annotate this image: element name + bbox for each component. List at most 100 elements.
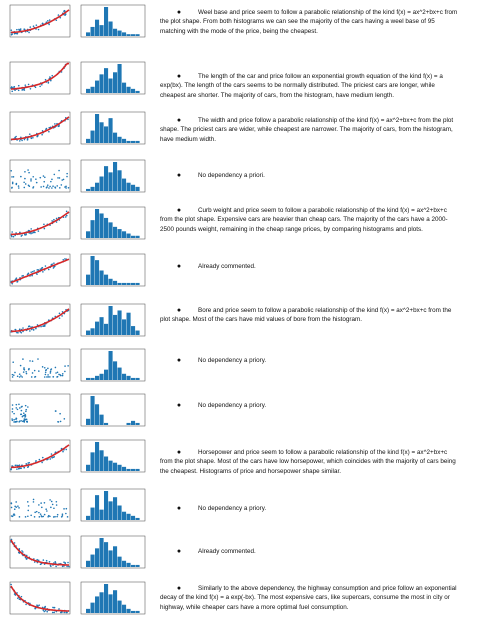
histogram-bar xyxy=(104,68,109,93)
scatter-point xyxy=(61,179,64,181)
scatter-point xyxy=(42,175,45,177)
scatter-point xyxy=(11,33,14,35)
scatter-point xyxy=(41,84,43,86)
fit-curve xyxy=(10,258,70,284)
scatter-point xyxy=(41,267,43,269)
scatter-point xyxy=(14,464,17,467)
scatter-point xyxy=(35,181,38,184)
scatter-point xyxy=(17,185,20,187)
citympg-histogram xyxy=(80,535,146,569)
fit-curve xyxy=(10,211,70,236)
scatter-point xyxy=(30,376,33,378)
histogram-bar xyxy=(108,172,113,191)
commentary-paragraph: ● Bore and price seem to follow a parabol… xyxy=(160,306,460,325)
scatter-point xyxy=(21,420,24,423)
plot-pair xyxy=(0,534,150,576)
scatter-point xyxy=(25,557,28,560)
scatter-point xyxy=(40,502,42,504)
scatter-point xyxy=(51,187,53,189)
scatter-point xyxy=(17,89,20,92)
scatter-point xyxy=(24,516,27,518)
histogram-bar xyxy=(108,278,113,285)
scatter-point xyxy=(60,374,62,377)
plot-pair xyxy=(0,580,150,622)
scatter-point xyxy=(50,506,52,509)
scatter-point xyxy=(31,232,34,234)
scatter-point xyxy=(17,505,19,507)
scatter-point xyxy=(62,258,65,261)
scatter-point xyxy=(40,186,42,188)
scatter-point xyxy=(23,367,25,369)
scatter-point xyxy=(63,611,66,614)
scatter-point xyxy=(58,312,61,315)
scatter-point xyxy=(32,175,35,178)
scatter-point xyxy=(10,29,13,32)
histogram-bar xyxy=(104,126,109,143)
scatter-point xyxy=(11,465,13,467)
scatter-point xyxy=(33,561,36,563)
histogram-bar xyxy=(108,222,113,238)
scatter-point xyxy=(37,230,40,232)
scatter-point xyxy=(41,456,44,459)
scatter-point xyxy=(23,28,26,31)
histogram-bar xyxy=(99,176,104,191)
histogram-bar xyxy=(90,256,95,285)
scatter-point xyxy=(43,501,46,504)
histogram-bar xyxy=(131,140,136,143)
histogram-bar xyxy=(95,19,100,36)
scatter-point xyxy=(38,516,41,518)
scatter-point xyxy=(10,502,13,504)
scatter-point xyxy=(54,186,56,189)
fit-curve xyxy=(10,539,69,566)
scatter-point xyxy=(27,169,29,171)
scatter-point xyxy=(35,460,37,462)
histogram-bar xyxy=(135,422,140,425)
histogram-bar xyxy=(99,74,104,93)
histogram-bar xyxy=(99,592,104,613)
scatter-point xyxy=(61,315,63,317)
histogram-bar xyxy=(104,542,109,567)
scatter-point xyxy=(43,606,46,609)
histogram-bar xyxy=(113,497,118,520)
scatter-point xyxy=(54,515,56,518)
scatter-point xyxy=(57,14,60,16)
histogram-bar xyxy=(86,88,91,93)
scatter-point xyxy=(10,506,13,509)
histogram-bar xyxy=(108,460,113,471)
scatter-point xyxy=(30,178,32,180)
histogram-bar xyxy=(86,377,91,380)
commentary-paragraph: ● Already commented. xyxy=(160,262,460,271)
scatter-point xyxy=(41,366,44,368)
scatter-point xyxy=(20,331,23,334)
scatter-point xyxy=(55,372,57,374)
scatter-point xyxy=(27,509,30,512)
scatter-point xyxy=(32,25,35,28)
scatter-point xyxy=(28,133,31,135)
commentary-text: Horsepower and price seem to follow a pa… xyxy=(160,449,456,475)
scatter-point xyxy=(34,511,36,514)
scatter-point xyxy=(41,133,43,136)
scatter-point xyxy=(42,609,45,611)
scatter-point xyxy=(15,403,18,406)
scatter-point xyxy=(35,24,38,26)
commentary-text: Similarly to the above dependency, the h… xyxy=(160,585,457,611)
scatter-point xyxy=(63,418,66,420)
scatter-point xyxy=(41,130,44,132)
scatter-point xyxy=(22,274,24,277)
scatter-point xyxy=(51,263,53,265)
scatter-point xyxy=(10,538,13,541)
scatter-point xyxy=(25,372,28,375)
histogram-bar xyxy=(135,235,140,238)
scatter-point xyxy=(49,370,52,373)
histogram-bar xyxy=(131,420,136,425)
scatter-point xyxy=(39,176,42,179)
histogram-bar xyxy=(86,515,91,520)
plot-pair xyxy=(0,60,150,102)
histogram-bar xyxy=(126,312,131,335)
scatter-point xyxy=(64,258,66,260)
scatter-point xyxy=(46,376,48,378)
commentary-text: The width and price follow a parabolic r… xyxy=(160,117,454,143)
scatter-point xyxy=(56,185,59,187)
scatter-point xyxy=(49,515,51,518)
scatter-point xyxy=(58,317,61,319)
